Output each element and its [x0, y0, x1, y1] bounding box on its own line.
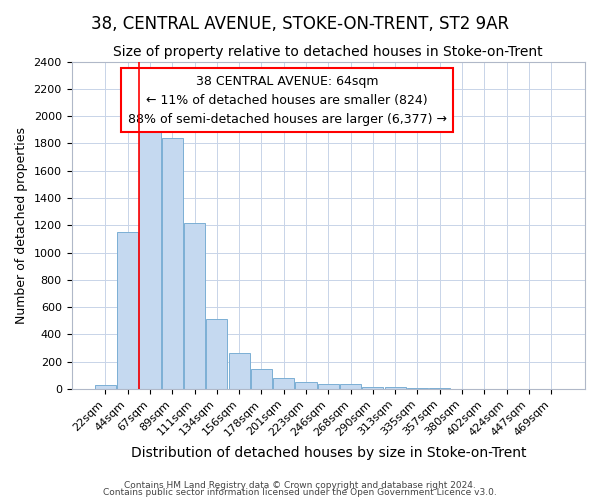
Bar — [273, 378, 294, 389]
Text: Contains public sector information licensed under the Open Government Licence v3: Contains public sector information licen… — [103, 488, 497, 497]
Bar — [429, 388, 450, 389]
Bar — [407, 388, 428, 389]
Title: Size of property relative to detached houses in Stoke-on-Trent: Size of property relative to detached ho… — [113, 45, 543, 59]
Bar — [362, 386, 383, 389]
Bar — [206, 318, 227, 389]
Bar — [229, 353, 250, 389]
Bar — [117, 232, 139, 389]
Bar — [139, 123, 161, 389]
Y-axis label: Number of detached properties: Number of detached properties — [15, 127, 28, 324]
Text: Contains HM Land Registry data © Crown copyright and database right 2024.: Contains HM Land Registry data © Crown c… — [124, 480, 476, 490]
Bar — [295, 382, 317, 389]
Bar — [340, 384, 361, 389]
Bar — [162, 138, 183, 389]
Bar — [184, 223, 205, 389]
Text: 38, CENTRAL AVENUE, STOKE-ON-TRENT, ST2 9AR: 38, CENTRAL AVENUE, STOKE-ON-TRENT, ST2 … — [91, 15, 509, 33]
Bar — [385, 388, 406, 389]
Text: 38 CENTRAL AVENUE: 64sqm
← 11% of detached houses are smaller (824)
88% of semi-: 38 CENTRAL AVENUE: 64sqm ← 11% of detach… — [128, 74, 446, 126]
Bar — [251, 368, 272, 389]
Bar — [95, 385, 116, 389]
Bar — [317, 384, 339, 389]
X-axis label: Distribution of detached houses by size in Stoke-on-Trent: Distribution of detached houses by size … — [131, 446, 526, 460]
